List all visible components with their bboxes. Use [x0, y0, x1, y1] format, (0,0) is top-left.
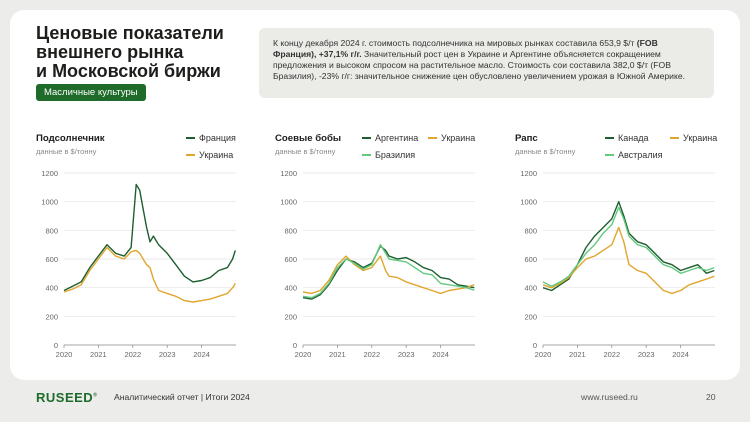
x-tick-label: 2020	[295, 350, 312, 359]
y-tick-label: 200	[45, 312, 58, 321]
line-chart: 0 200 400 600 800 1000 1200 2020 2021 2022 2023 202…	[280, 169, 475, 359]
x-tick-label: 2021	[569, 350, 586, 359]
x-tick-label: 2024	[672, 350, 689, 359]
chart-title: Рапс	[515, 133, 538, 144]
x-tick-label: 2020	[535, 350, 552, 359]
legend-item: Украина	[428, 133, 475, 143]
y-tick-label: 0	[533, 341, 537, 350]
legend-item: Канада	[605, 133, 648, 143]
legend-swatch	[670, 137, 679, 139]
legend-swatch	[428, 137, 437, 139]
registered-mark: ®	[93, 392, 98, 399]
legend-item: Бразилия	[362, 150, 415, 160]
page-number: 20	[706, 392, 716, 402]
legend-label: Украина	[199, 150, 234, 160]
chart-unit: данные в $/тонну	[515, 147, 576, 156]
y-tick-label: 400	[45, 284, 58, 293]
legend-label: Франция	[199, 133, 236, 143]
y-tick-label: 1000	[41, 198, 58, 207]
legend-swatch	[186, 154, 195, 156]
y-tick-label: 1200	[280, 169, 297, 178]
summary-text-2: Значительный рост цен в Украине и Аргент…	[273, 49, 686, 81]
series-line-dark_green	[63, 183, 236, 292]
page-title: Ценовые показатели внешнего рынка и Моск…	[36, 23, 224, 81]
legend-swatch	[605, 154, 614, 156]
legend-item: Франция	[186, 133, 236, 143]
summary-text-1: К концу декабря 2024 г. стоимость подсол…	[273, 38, 637, 48]
y-tick-label: 600	[284, 255, 297, 264]
brand-logo: RUSEED®	[36, 390, 97, 405]
series-line-gold	[542, 226, 715, 295]
footer-report-label: Аналитический отчет | Итоги 2024	[114, 392, 250, 402]
line-chart: 0 200 400 600 800 1000 1200 2020 2021 2022 2023 202…	[520, 169, 715, 359]
y-tick-label: 1000	[280, 198, 297, 207]
chart-panel-sunflower: Подсолнечник данные в $/тонну Франция Ук…	[36, 120, 256, 370]
legend-item: Украина	[670, 133, 717, 143]
category-badge: Масличные культуры	[36, 84, 146, 101]
chart-unit: данные в $/тонну	[275, 147, 336, 156]
x-tick-label: 2024	[193, 350, 210, 359]
legend-swatch	[605, 137, 614, 139]
x-tick-label: 2021	[329, 350, 346, 359]
line-chart: 0 200 400 600 800 1000 1200 2020 2021 2022 2023 202…	[41, 169, 236, 359]
y-tick-label: 200	[284, 312, 297, 321]
y-tick-label: 400	[524, 284, 537, 293]
legend-swatch	[362, 137, 371, 139]
x-tick-label: 2020	[56, 350, 73, 359]
legend-label: Австралия	[618, 150, 663, 160]
y-tick-label: 600	[45, 255, 58, 264]
legend-item: Украина	[186, 150, 233, 160]
x-tick-label: 2023	[398, 350, 415, 359]
y-tick-label: 0	[293, 341, 297, 350]
legend-item: Аргентина	[362, 133, 418, 143]
chart-title: Подсолнечник	[36, 133, 105, 144]
chart-panel-soybeans: Соевые бобы данные в $/тонну Аргентина У…	[275, 120, 495, 370]
legend-label: Бразилия	[375, 150, 416, 160]
y-tick-label: 600	[524, 255, 537, 264]
y-tick-label: 400	[284, 284, 297, 293]
summary-text-bold: (FOB Франция), +37,1% г/г.	[273, 38, 658, 59]
y-tick-label: 1200	[41, 169, 58, 178]
footer-website-link[interactable]: www.ruseed.ru	[581, 392, 638, 402]
chart-unit: данные в $/тонну	[36, 147, 97, 156]
y-tick-label: 800	[524, 226, 537, 235]
y-tick-label: 0	[54, 341, 58, 350]
legend-label: Канада	[618, 133, 649, 143]
x-tick-label: 2024	[432, 350, 449, 359]
x-tick-label: 2022	[124, 350, 141, 359]
legend-swatch	[186, 137, 195, 139]
legend-label: Украина	[441, 133, 476, 143]
series-line-gold	[302, 255, 475, 295]
y-tick-label: 800	[284, 226, 297, 235]
series-line-light_green	[542, 206, 715, 287]
y-tick-label: 800	[45, 226, 58, 235]
x-tick-label: 2023	[159, 350, 176, 359]
legend-item: Австралия	[605, 150, 662, 160]
series-line-light_green	[302, 243, 475, 299]
y-tick-label: 200	[524, 312, 537, 321]
y-tick-label: 1200	[520, 169, 537, 178]
legend-label: Аргентина	[375, 133, 419, 143]
chart-panel-rapeseed: Рапс данные в $/тонну Канада Украина Авс…	[515, 120, 735, 370]
chart-title: Соевые бобы	[275, 133, 342, 144]
x-tick-label: 2022	[603, 350, 620, 359]
summary-box: К концу декабря 2024 г. стоимость подсол…	[259, 28, 714, 98]
x-tick-label: 2022	[363, 350, 380, 359]
x-tick-label: 2021	[90, 350, 107, 359]
legend-swatch	[362, 154, 371, 156]
series-line-dark_green	[302, 245, 475, 300]
series-line-gold	[63, 246, 236, 303]
logo-text: RUSEED	[36, 390, 94, 405]
x-tick-label: 2023	[638, 350, 655, 359]
legend-label: Украина	[683, 133, 718, 143]
y-tick-label: 1000	[520, 198, 537, 207]
